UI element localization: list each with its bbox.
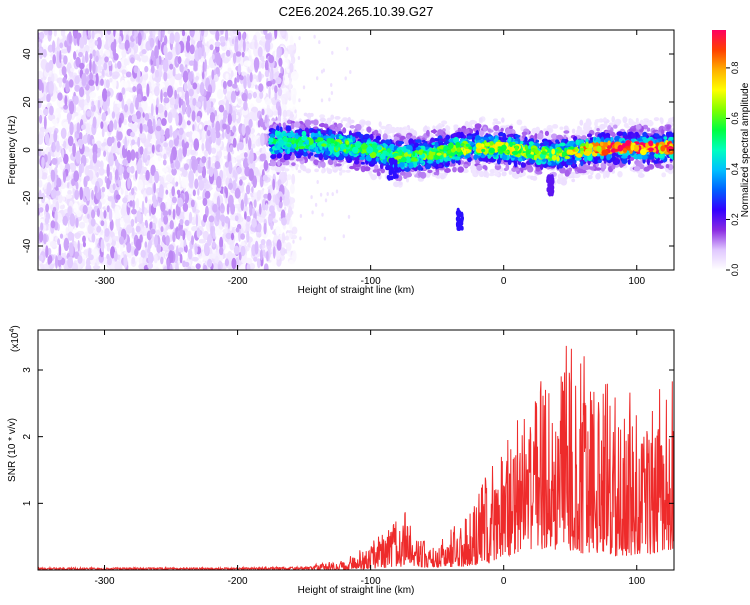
spectrogram-blob xyxy=(457,210,460,215)
snr-y-tick-label: 3 xyxy=(22,367,33,373)
spectrogram-x-tick-label: 0 xyxy=(501,276,507,287)
snr-plot-area xyxy=(38,346,674,570)
colorbar-tick-label: 0.0 xyxy=(730,264,740,277)
snr-y-axis-label: SNR (10 * v/v) xyxy=(7,418,18,482)
spectrogram-blob xyxy=(460,213,463,218)
colorbar-tick-label: 0.4 xyxy=(730,163,740,176)
colorbar-ticks: 0.0 0.2 0.4 0.6 0.8 xyxy=(726,62,740,277)
colorbar-tick-label: 0.2 xyxy=(730,213,740,226)
snr-y-scale-base: (x10 xyxy=(10,332,21,352)
snr-x-tick-label: 100 xyxy=(628,576,645,587)
colorbar-tick-label: 0.8 xyxy=(730,62,740,75)
snr-series-line xyxy=(38,346,674,570)
spectrogram-plot-area xyxy=(35,24,677,275)
spectrogram-blob xyxy=(550,188,553,193)
spectrogram-y-tick-label: -40 xyxy=(22,238,33,253)
spectrogram-x-tick-label: -300 xyxy=(95,276,115,287)
snr-x-tick-label: -300 xyxy=(95,576,115,587)
spectrogram-blob xyxy=(457,215,460,220)
snr-x-tick-label: -200 xyxy=(228,576,248,587)
spectrogram-y-tick-label: 20 xyxy=(22,96,33,108)
spectrogram-x-axis-label: Height of straight line (km) xyxy=(298,285,415,296)
snr-y-tick-label: 2 xyxy=(22,433,33,439)
spectrogram-blob xyxy=(456,223,459,228)
snr-y-scale-label: (x104) xyxy=(9,325,21,352)
colorbar-label: Normalized spectral amplitude xyxy=(740,82,750,217)
spectrogram-x-tick-label: 100 xyxy=(628,276,645,287)
spectrogram-y-axis-label: Frequency (Hz) xyxy=(7,116,18,185)
colorbar: 0.0 0.2 0.4 0.6 0.8 Normalized spectral ampl… xyxy=(712,30,750,276)
snr-x-tick-label: 0 xyxy=(501,576,507,587)
colorbar-gradient xyxy=(712,30,726,270)
spectrogram-y-tick-label: -20 xyxy=(22,190,33,205)
snr-y-tick-label: 1 xyxy=(22,500,33,506)
snr-x-axis-label: Height of straight line (km) xyxy=(298,585,415,596)
spectrogram-y-tick-label: 40 xyxy=(22,48,33,60)
figure-title: C2E6.2024.265.10.39.G27 xyxy=(279,4,434,19)
spectrogram-x-tick-label: -200 xyxy=(228,276,248,287)
colorbar-tick-label: 0.6 xyxy=(730,112,740,125)
spectrogram-blob xyxy=(551,181,554,186)
spectrogram-y-tick-label: 0 xyxy=(22,147,33,153)
